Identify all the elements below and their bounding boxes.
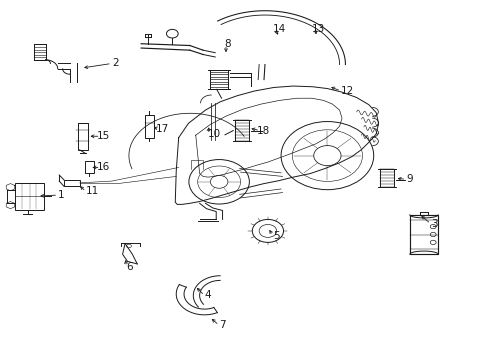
Text: 1: 1 (58, 190, 65, 200)
Bar (145, 116, 154, 138)
Bar (64, 180, 80, 186)
Bar (85, 161, 94, 173)
Text: 11: 11 (86, 186, 99, 197)
Text: 15: 15 (97, 131, 110, 141)
Bar (15, 183, 43, 210)
Text: 16: 16 (97, 162, 110, 172)
Text: 6: 6 (126, 262, 133, 272)
Text: 17: 17 (156, 124, 169, 134)
Text: 12: 12 (340, 86, 354, 96)
Text: 9: 9 (406, 174, 412, 184)
Text: 3: 3 (430, 219, 436, 229)
Text: 4: 4 (204, 291, 211, 301)
Text: 2: 2 (112, 58, 118, 68)
Bar (409, 215, 437, 254)
Text: 10: 10 (207, 129, 221, 139)
Text: 7: 7 (219, 320, 225, 330)
Text: 13: 13 (311, 24, 325, 34)
Text: 18: 18 (256, 126, 269, 135)
Text: 8: 8 (224, 40, 230, 49)
Text: 14: 14 (272, 24, 285, 34)
Text: 5: 5 (272, 231, 279, 240)
Bar (78, 123, 88, 150)
